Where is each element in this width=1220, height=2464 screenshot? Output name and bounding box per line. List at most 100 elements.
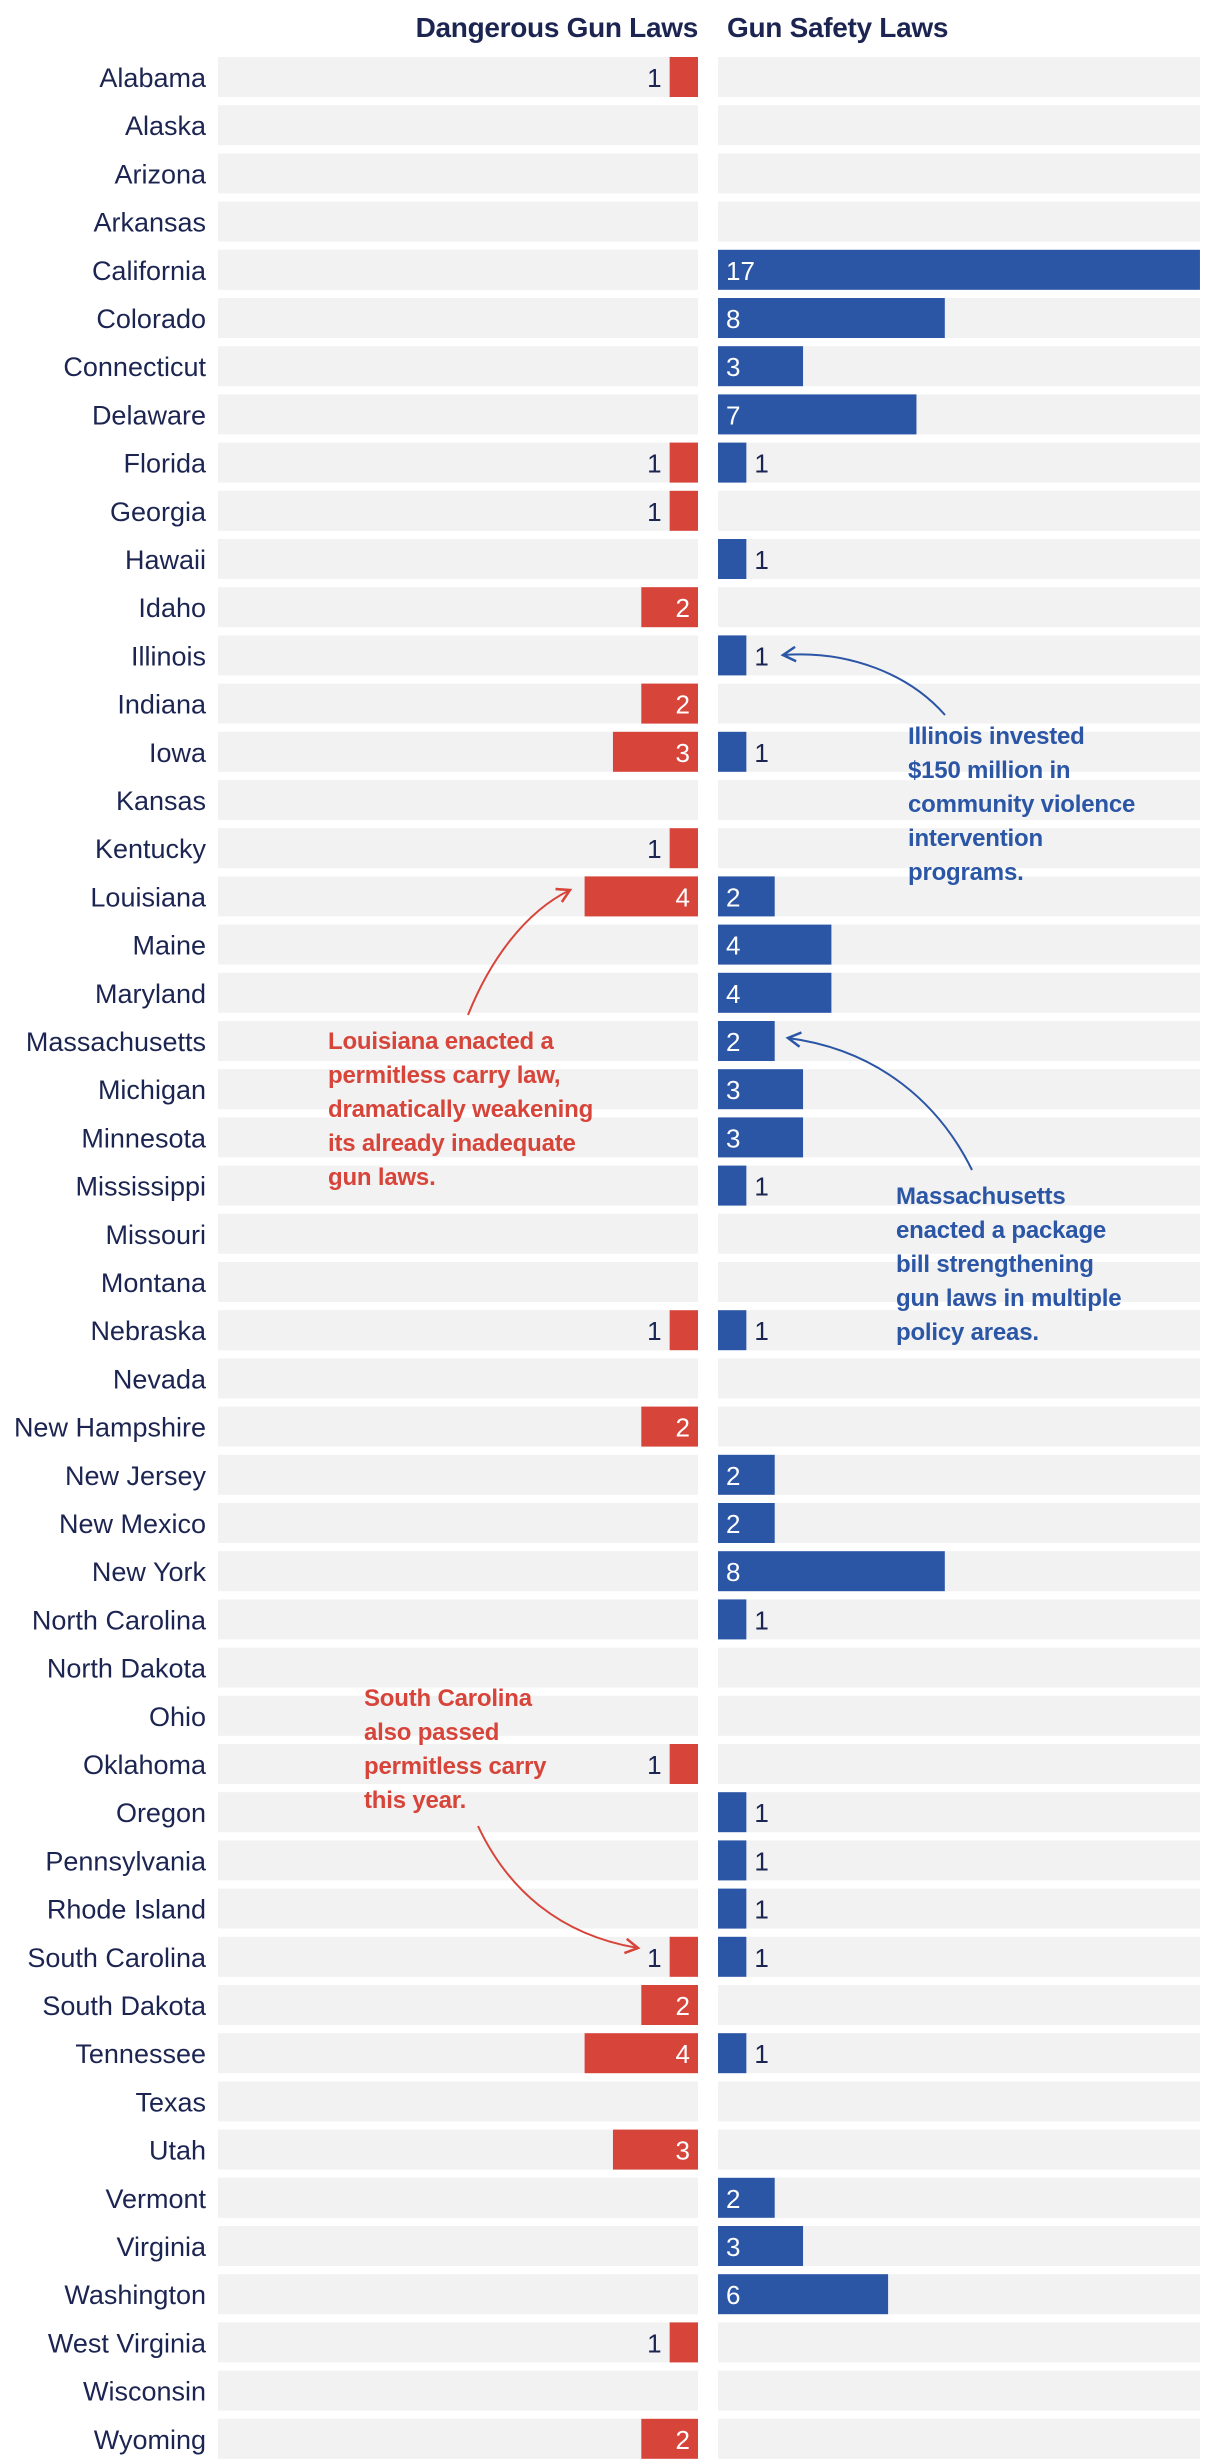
safety-value-label: 1 — [754, 1846, 768, 1876]
row-nevada: Nevada — [113, 1358, 1200, 1399]
row-alaska: Alaska — [125, 105, 1200, 146]
dangerous-row-background — [218, 635, 698, 676]
state-label: Kansas — [116, 786, 206, 816]
safety-bar — [718, 442, 747, 483]
state-label: Idaho — [138, 593, 206, 623]
dangerous-value-label: 1 — [647, 1750, 661, 1780]
row-michigan: Michigan 3 — [98, 1069, 1200, 1110]
dangerous-value-label: 1 — [647, 2328, 661, 2358]
safety-row-background — [718, 1165, 1200, 1206]
safety-bar — [718, 2226, 804, 2266]
state-label: Minnesota — [81, 1123, 207, 1153]
safety-value-label: 4 — [726, 979, 740, 1009]
safety-value-label: 1 — [754, 1798, 768, 1828]
safety-row-background — [718, 1310, 1200, 1351]
state-label: Delaware — [92, 400, 206, 430]
dangerous-row-background — [218, 298, 698, 338]
safety-bar — [718, 1840, 747, 1881]
safety-row-background — [718, 1985, 1200, 2025]
safety-bar — [718, 1454, 775, 1495]
dangerous-row-background — [218, 1599, 698, 1640]
row-new-jersey: New Jersey 2 — [65, 1454, 1200, 1495]
annotation-line: this year. — [364, 1787, 467, 1814]
louisiana-annotation-arrow — [467, 887, 573, 1016]
row-kansas: Kansas — [116, 780, 1200, 820]
safety-value-label: 1 — [754, 641, 768, 671]
annotation-line: its already inadequate — [328, 1130, 576, 1157]
annotation-line: gun laws in multiple — [896, 1285, 1122, 1312]
safety-row-background — [718, 2418, 1200, 2459]
dangerous-row-background — [218, 201, 698, 242]
dangerous-bar — [669, 1744, 698, 1784]
annotation-line: bill strengthening — [896, 1251, 1094, 1278]
safety-bar — [718, 2177, 775, 2218]
dangerous-value-label: 2 — [676, 593, 690, 623]
row-rhode-island: Rhode Island 1 — [47, 1888, 1200, 1929]
row-new-york: New York 8 — [92, 1551, 1200, 1592]
chart-rows: Alabama 1 Alaska Arizona Arkansas California 1… — [14, 57, 1200, 2459]
safety-bar — [718, 1936, 747, 1977]
safety-bar — [718, 346, 804, 387]
state-label: Oregon — [116, 1798, 206, 1828]
annotation-line: dramatically weakening — [328, 1096, 594, 1123]
dangerous-row-background — [218, 1069, 698, 1110]
safety-value-label: 1 — [754, 1605, 768, 1635]
safety-value-label: 1 — [754, 1943, 768, 1973]
dangerous-row-background — [218, 2370, 698, 2411]
dangerous-row-background — [218, 153, 698, 194]
state-label: Illinois — [131, 641, 206, 671]
row-indiana: Indiana 2 — [117, 683, 1200, 724]
safety-value-label: 17 — [726, 256, 755, 286]
safety-value-label: 2 — [726, 882, 740, 912]
dangerous-row-background — [218, 1840, 698, 1881]
safety-bar — [718, 1599, 747, 1640]
row-new-hampshire: New Hampshire 2 — [14, 1406, 1200, 1447]
row-kentucky: Kentucky 1 — [95, 828, 1200, 869]
safety-row-background — [718, 828, 1200, 869]
safety-row-background — [718, 1213, 1200, 1254]
dangerous-row-background — [218, 2274, 698, 2315]
safety-value-label: 2 — [726, 1027, 740, 1057]
row-georgia: Georgia 1 — [110, 490, 1200, 531]
state-label: Missouri — [105, 1220, 206, 1250]
dangerous-row-background — [218, 1985, 698, 2025]
safety-row-background — [718, 1406, 1200, 1447]
annotation-line: programs. — [908, 859, 1024, 886]
safety-row-background — [718, 1647, 1200, 1688]
dangerous-row-background — [218, 780, 698, 820]
state-label: Florida — [123, 449, 207, 479]
state-label: Ohio — [149, 1702, 206, 1732]
safety-row-background — [718, 587, 1200, 628]
safety-bar — [718, 924, 832, 965]
row-colorado: Colorado 8 — [96, 298, 1200, 338]
state-label: Rhode Island — [47, 1895, 206, 1925]
state-label: Utah — [149, 2136, 206, 2166]
safety-row-background — [718, 1792, 1200, 1833]
dangerous-row-background — [218, 924, 698, 965]
dangerous-value-label: 2 — [676, 1413, 690, 1443]
safety-row-background — [718, 2129, 1200, 2170]
dangerous-row-background — [218, 490, 698, 531]
annotation-line: enacted a package — [896, 1217, 1107, 1244]
row-oklahoma: Oklahoma 1 — [83, 1744, 1200, 1784]
safety-row-background — [718, 2370, 1200, 2411]
dangerous-bar — [641, 2418, 698, 2459]
annotation-line: community violence — [908, 791, 1136, 818]
row-iowa: Iowa 3 1 — [149, 731, 1200, 772]
safety-bar — [718, 249, 1200, 290]
dangerous-row-background — [218, 1021, 698, 1061]
safety-bar — [718, 2274, 889, 2315]
annotation-line: Illinois invested — [908, 723, 1085, 750]
dangerous-bar — [669, 490, 698, 531]
state-label: Arkansas — [93, 208, 206, 238]
safety-value-label: 1 — [754, 545, 768, 575]
dangerous-bar — [669, 57, 698, 97]
annotation-line: intervention — [908, 825, 1043, 852]
safety-row-background — [718, 2081, 1200, 2122]
annotation-line: permitless carry law, — [328, 1062, 561, 1089]
row-south-dakota: South Dakota 2 — [42, 1985, 1200, 2025]
row-nebraska: Nebraska 1 1 — [90, 1310, 1200, 1351]
dangerous-row-background — [218, 249, 698, 290]
dangerous-row-background — [218, 587, 698, 628]
state-label: West Virginia — [48, 2328, 207, 2358]
